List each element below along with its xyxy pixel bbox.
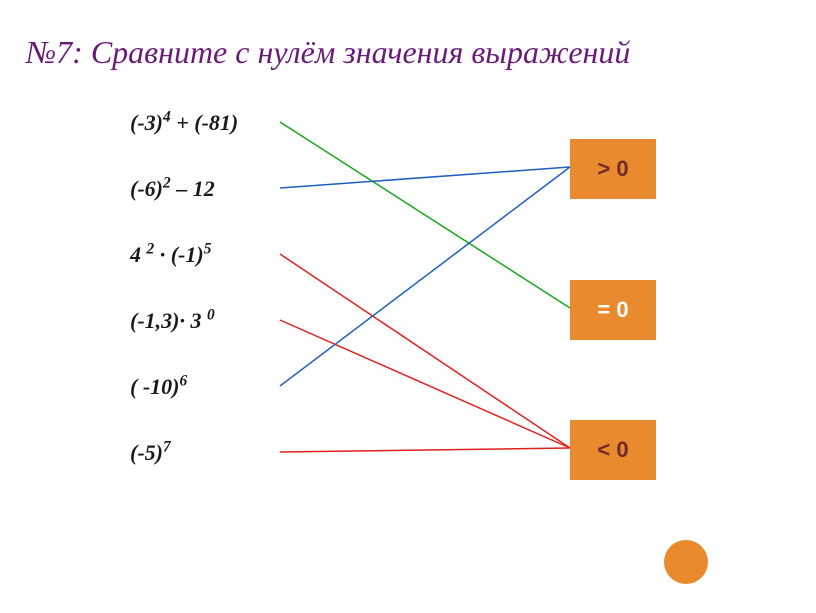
answer-box-gt0: > 0 bbox=[570, 139, 656, 199]
match-line-5 bbox=[280, 448, 570, 452]
expression-5: (-5)7 bbox=[130, 440, 171, 466]
match-line-0 bbox=[280, 122, 570, 308]
expression-4: ( -10)6 bbox=[130, 374, 187, 400]
decor-circle bbox=[664, 540, 708, 584]
match-line-2 bbox=[280, 254, 570, 448]
expression-2: 4 2 · (-1)5 bbox=[130, 242, 211, 268]
matching-lines bbox=[0, 0, 816, 613]
match-line-1 bbox=[280, 167, 570, 188]
match-line-4 bbox=[280, 167, 570, 386]
expression-0: (-3)4 + (-81) bbox=[130, 110, 238, 136]
slide-title: №7: Сравните с нулём значения выражений bbox=[26, 34, 630, 71]
expression-3: (-1,3)· 3 0 bbox=[130, 308, 215, 334]
answer-box-eq0: = 0 bbox=[570, 280, 656, 340]
match-line-3 bbox=[280, 320, 570, 448]
answer-box-lt0: < 0 bbox=[570, 420, 656, 480]
expression-1: (-6)2 – 12 bbox=[130, 176, 215, 202]
